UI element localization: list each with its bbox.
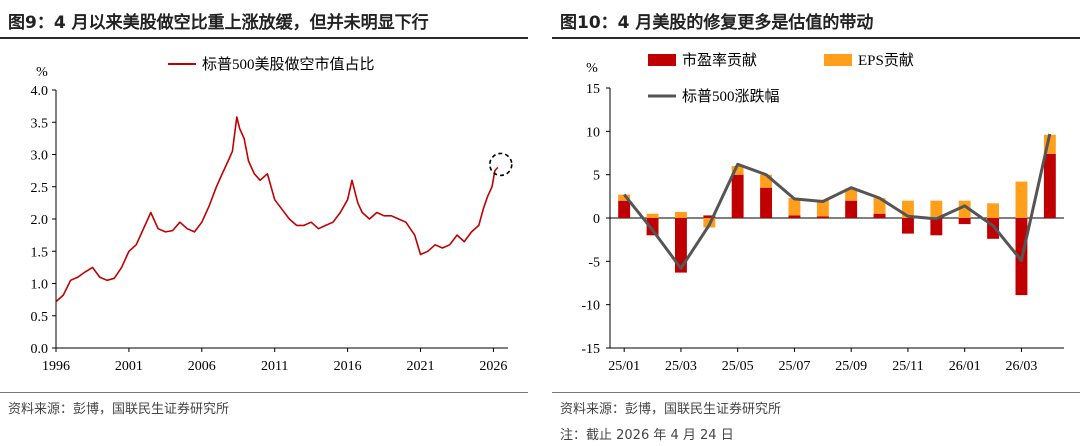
legend-label-eps: EPS贡献 (858, 52, 914, 69)
pe-contribution-bar (958, 218, 971, 225)
pe-contribution-bar (845, 200, 858, 218)
eps-contribution-bar (816, 199, 829, 217)
eps-contribution-bar (902, 200, 914, 218)
eps-contribution-bar (845, 188, 858, 201)
legend-label-pe: 市盈率贡献 (682, 52, 757, 69)
short-interest-line-chart: % 0.0 0.5 1.0 1.5 2.0 2.5 3.0 3.5 4.0 1996 2001 2006… (31, 56, 513, 374)
right-title-rule (552, 37, 1080, 39)
pe-contribution-bar (675, 218, 687, 273)
eps-contribution-bar (788, 198, 801, 216)
left-x-tick-label: 2006 (188, 359, 216, 374)
pe-contribution-bar (930, 218, 943, 236)
left-y-tick-label: 0.0 (31, 342, 49, 357)
right-y-tick-label: 15 (586, 82, 600, 97)
left-y-tick-label: 3.0 (31, 149, 49, 164)
left-y-tick-label: 3.5 (31, 116, 49, 131)
left-source-rule (0, 392, 528, 393)
eps-contribution-bar (760, 174, 772, 188)
right-x-tick-label: 26/01 (949, 359, 981, 374)
eps-contribution-bar (731, 166, 744, 175)
eps-contribution-bar (646, 213, 659, 218)
right-source-text: 资料来源：彭博，国联民生证券研究所 (560, 402, 782, 417)
right-y-tick-label: -5 (588, 255, 600, 270)
eps-contribution-bar (675, 211, 687, 218)
pe-contribution-bar (902, 218, 914, 234)
eps-contribution-bar (873, 198, 886, 214)
left-y-tick-label: 2.5 (31, 181, 49, 196)
left-y-tick-label: 1.0 (31, 278, 49, 293)
pe-contribution-bar (731, 174, 744, 218)
left-y-tick-label: 4.0 (31, 84, 49, 99)
left-y-unit: % (36, 65, 48, 80)
left-legend-label: 标普500美股做空市值占比 (202, 56, 375, 73)
eps-contribution-bar (618, 194, 631, 201)
right-x-tick-label: 25/03 (665, 359, 697, 374)
legend-swatch-eps (824, 54, 852, 66)
right-x-tick-label: 25/09 (835, 359, 867, 374)
left-chart-panel: 图9：4 月以来美股做空比重上涨放缓，但并未明显下行 % 0.0 0.5 1.0 1.5… (0, 0, 528, 446)
pe-contribution-bar (987, 218, 999, 239)
right-note-text: 注：截止 2026 年 4 月 24 日 (560, 428, 734, 443)
sp500-return-line (623, 133, 1052, 270)
left-x-tick-label: 2011 (261, 359, 288, 374)
pe-contribution-bar (760, 187, 772, 218)
return-decomposition-bar-chart: % 15 10 5 0 -5 -10 -15 25/01 25/03 25/05 25/07 25/09… (581, 52, 1064, 374)
legend-label-return: 标普500涨跌幅 (682, 88, 780, 105)
left-x-tick-label: 2021 (407, 359, 435, 374)
pe-contribution-bar (618, 200, 631, 218)
short-interest-series-line (55, 116, 499, 303)
left-title-rule (0, 37, 528, 39)
right-x-tick-label: 25/01 (608, 359, 640, 374)
pe-contribution-bar (873, 213, 886, 218)
right-chart-panel: 图10：4 月美股的修复更多是估值的带动 % 15 10 5 0 -5 -10 -15 25/0… (552, 0, 1080, 446)
right-y-tick-label: 0 (593, 212, 600, 227)
pe-contribution-bar (703, 215, 716, 218)
right-y-tick-label: -10 (581, 299, 600, 314)
legend-swatch-pe (648, 54, 676, 66)
left-y-tick-label: 2.0 (31, 213, 49, 228)
right-x-tick-label: 26/03 (1005, 359, 1037, 374)
right-y-tick-label: -15 (581, 342, 600, 357)
pe-contribution-bar (1043, 153, 1056, 218)
right-y-unit: % (586, 61, 598, 76)
eps-contribution-bar (958, 200, 971, 218)
left-source-text: 资料来源：彭博，国联民生证券研究所 (8, 402, 230, 417)
left-x-tick-label: 2001 (115, 359, 143, 374)
left-x-tick-label: 1996 (42, 359, 70, 374)
pe-contribution-bar (646, 218, 659, 236)
right-x-tick-label: 25/07 (778, 359, 810, 374)
eps-contribution-bar (1043, 134, 1056, 154)
left-y-tick-label: 1.5 (31, 245, 49, 260)
eps-contribution-bar (987, 203, 999, 218)
right-x-tick-label: 25/11 (892, 359, 923, 374)
left-chart-title: 图9：4 月以来美股做空比重上涨放缓，但并未明显下行 (8, 13, 429, 33)
left-y-tick-label: 0.5 (31, 310, 49, 325)
dashed-circle-annotation (488, 152, 513, 177)
right-x-tick-label: 25/05 (722, 359, 754, 374)
right-chart-title: 图10：4 月美股的修复更多是估值的带动 (560, 13, 874, 33)
left-x-tick-label: 2016 (334, 359, 362, 374)
pe-contribution-bar (788, 215, 801, 218)
pe-contribution-bar (816, 216, 829, 218)
right-source-rule (552, 392, 1080, 393)
right-y-tick-label: 10 (586, 125, 600, 140)
left-x-tick-label: 2026 (479, 359, 507, 374)
eps-contribution-bar (930, 200, 943, 218)
eps-contribution-bar (1015, 181, 1028, 218)
right-y-tick-label: 5 (593, 169, 600, 184)
